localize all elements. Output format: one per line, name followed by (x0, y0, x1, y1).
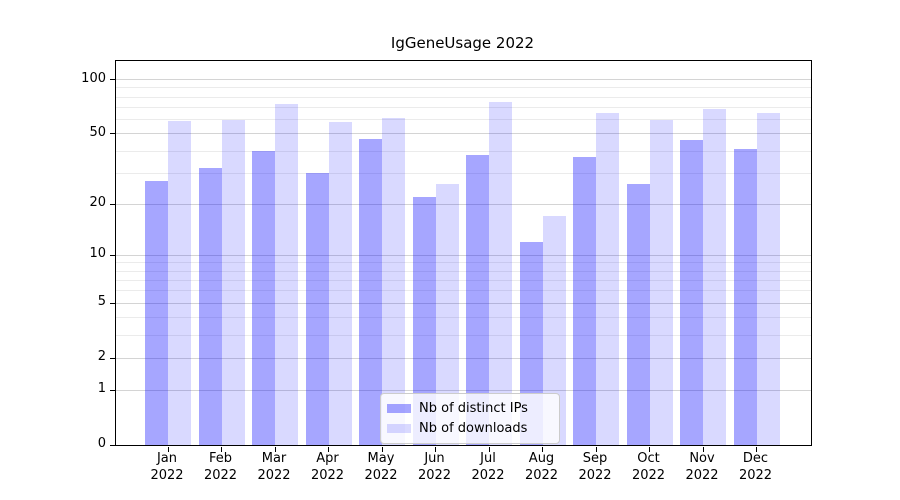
legend: Nb of distinct IPs Nb of downloads (380, 393, 560, 444)
x-tick-label-feb: Feb 2022 (203, 451, 238, 483)
x-axis: Jan 2022 Feb 2022 Mar 2022 Apr 2022 May 2022… (115, 450, 810, 492)
x-tick-mark (756, 447, 757, 452)
bar-downloads-jan (168, 120, 191, 445)
gridline-major (116, 389, 811, 391)
x-tick-mark (649, 447, 650, 452)
bar-distinct-ips-jul (466, 155, 489, 445)
plot-area: Nb of distinct IPs Nb of downloads (110, 60, 812, 452)
x-tick-label-jan: Jan 2022 (150, 451, 184, 483)
bar-distinct-ips-sep (573, 157, 596, 445)
bar-distinct-ips-feb (198, 168, 222, 445)
y-axis: 0 1 2 5 10 20 50 100 (0, 60, 106, 451)
bar-distinct-ips-apr (305, 173, 329, 445)
y-tick-label: 5 (97, 294, 106, 310)
gridline-minor (116, 172, 811, 174)
x-tick-label-jun: Jun 2022 (417, 451, 452, 483)
gridline-minor (116, 334, 811, 336)
y-tick-label: 20 (89, 195, 106, 211)
x-tick-mark (595, 447, 597, 452)
gridline-minor (116, 107, 811, 109)
y-tick-mark (110, 389, 115, 391)
gridline-major (116, 357, 811, 359)
x-tick-mark (221, 447, 222, 452)
x-tick-label-nov: Nov 2022 (685, 451, 719, 483)
gridline-minor (116, 119, 811, 121)
y-tick-mark (110, 203, 115, 205)
x-tick-label-jul: Jul 2022 (471, 451, 505, 483)
gridline-major (116, 302, 811, 304)
bar-downloads-dec (756, 113, 780, 445)
legend-label-downloads: Nb of downloads (419, 421, 528, 436)
bar-distinct-ips-dec (733, 149, 757, 445)
legend-entry-downloads: Nb of downloads (387, 421, 549, 436)
chart-title: IgGeneUsage 2022 (390, 34, 535, 52)
bar-distinct-ips-jun (412, 196, 436, 445)
y-tick-mark (110, 302, 115, 304)
x-tick-label-may: May 2022 (364, 451, 398, 483)
gridline-minor (116, 290, 811, 292)
gridline-major (116, 133, 811, 135)
bar-downloads-oct (649, 119, 673, 445)
x-tick-mark (381, 447, 383, 452)
y-tick-label: 100 (81, 70, 106, 86)
gridline-minor (116, 150, 811, 152)
x-tick-mark (167, 447, 169, 452)
gridline-major (116, 254, 811, 256)
bar-downloads-mar (275, 104, 298, 445)
y-tick-mark (110, 254, 115, 256)
x-tick-label-dec: Dec 2022 (738, 451, 773, 483)
y-tick-label: 2 (97, 349, 106, 365)
gridline-major (116, 79, 811, 81)
x-tick-label-oct: Oct 2022 (631, 451, 666, 483)
y-tick-mark (110, 79, 115, 81)
x-tick-mark (542, 447, 543, 452)
x-tick-mark (702, 447, 704, 452)
bar-distinct-ips-may (359, 138, 382, 445)
bar-downloads-nov (703, 108, 726, 445)
bar-downloads-may (382, 118, 405, 445)
x-tick-mark (488, 447, 490, 452)
y-tick-label: 10 (89, 246, 106, 262)
legend-entry-distinct-ips: Nb of distinct IPs (387, 401, 549, 416)
bar-downloads-aug (542, 216, 566, 445)
bar-downloads-jun (435, 184, 459, 445)
x-tick-label-aug: Aug 2022 (524, 451, 559, 483)
gridline-minor (116, 270, 811, 272)
legend-label-distinct-ips: Nb of distinct IPs (419, 401, 528, 416)
gridline-major (116, 203, 811, 205)
gridline-minor (116, 262, 811, 264)
bar-distinct-ips-nov (680, 140, 703, 445)
bar-downloads-sep (596, 113, 619, 445)
x-tick-label-sep: Sep 2022 (578, 451, 612, 483)
y-tick-mark (110, 357, 115, 359)
bar-downloads-apr (328, 122, 352, 445)
gridline-minor (116, 96, 811, 98)
x-tick-label-apr: Apr 2022 (310, 451, 345, 483)
y-tick-label: 0 (97, 436, 106, 451)
y-tick-label: 50 (89, 124, 106, 140)
plot-canvas (116, 61, 811, 445)
bar-distinct-ips-mar (252, 151, 275, 445)
gridline-minor (116, 317, 811, 319)
y-tick-mark (110, 133, 115, 135)
x-tick-mark (328, 447, 329, 452)
gridline-minor (116, 87, 811, 89)
y-tick-label: 1 (97, 381, 106, 397)
x-tick-mark (435, 447, 436, 452)
bar-distinct-ips-oct (626, 184, 650, 445)
legend-swatch-downloads (387, 424, 411, 433)
legend-swatch-distinct-ips (387, 404, 411, 413)
bar-downloads-feb (221, 119, 245, 445)
x-tick-mark (274, 447, 276, 452)
bar-distinct-ips-jan (145, 181, 168, 445)
x-tick-label-mar: Mar 2022 (257, 451, 291, 483)
bar-downloads-jul (489, 102, 512, 445)
y-tick-mark (110, 444, 115, 446)
gridline-minor (116, 279, 811, 281)
